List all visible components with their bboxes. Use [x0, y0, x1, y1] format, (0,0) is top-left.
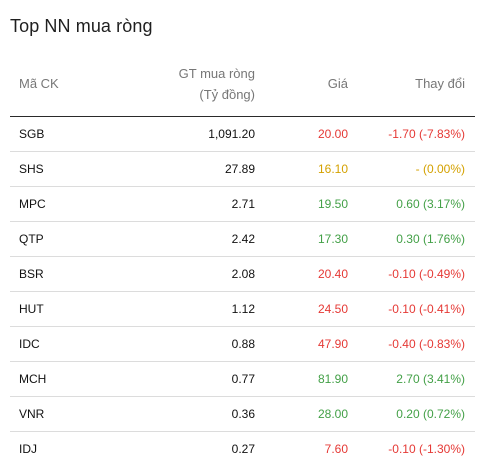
stock-code-cell[interactable]: BSR: [19, 267, 44, 281]
price-cell: 24.50: [317, 302, 348, 316]
change-cell: -1.70 (-7.83%): [388, 127, 465, 141]
price-cell: 47.90: [317, 337, 348, 351]
header-net-buy-value[interactable]: GT mua ròng (Tỷ đồng): [179, 63, 255, 105]
stock-code-cell[interactable]: QTP: [19, 232, 44, 246]
table-row[interactable]: IDC 0.88 47.90 -0.40 (-0.83%): [10, 327, 475, 362]
table-row[interactable]: HUT 1.12 24.50 -0.10 (-0.41%): [10, 292, 475, 327]
change-cell: -0.10 (-0.49%): [388, 267, 465, 281]
table-row[interactable]: IDJ 0.27 7.60 -0.10 (-1.30%): [10, 432, 475, 466]
table-row[interactable]: BSR 2.08 20.40 -0.10 (-0.49%): [10, 257, 475, 292]
table-row[interactable]: MPC 2.71 19.50 0.60 (3.17%): [10, 187, 475, 222]
table-body: SGB 1,091.20 20.00 -1.70 (-7.83%) SHS 27…: [10, 117, 475, 466]
price-cell: 17.30: [317, 232, 348, 246]
price-cell: 20.40: [317, 267, 348, 281]
change-cell: -0.40 (-0.83%): [388, 337, 465, 351]
price-cell: 7.60: [324, 442, 348, 456]
header-net-buy-value-line1: GT mua ròng: [178, 66, 255, 81]
net-buy-table: Mã CK GT mua ròng (Tỷ đồng) Giá Thay đổi…: [10, 57, 475, 466]
stock-code-cell[interactable]: SHS: [19, 162, 44, 176]
stock-code-cell[interactable]: SGB: [19, 127, 45, 141]
table-row[interactable]: SHS 27.89 16.10 - (0.00%): [10, 152, 475, 187]
price-cell: 81.90: [317, 372, 348, 386]
stock-code-cell[interactable]: MPC: [19, 197, 46, 211]
stock-code-cell[interactable]: HUT: [19, 302, 44, 316]
table-header: Mã CK GT mua ròng (Tỷ đồng) Giá Thay đổi: [10, 57, 475, 117]
stock-code-cell[interactable]: IDJ: [19, 442, 37, 456]
net-buy-value-cell: 2.42: [231, 232, 255, 246]
header-change[interactable]: Thay đổi: [415, 76, 465, 91]
table-row[interactable]: VNR 0.36 28.00 0.20 (0.72%): [10, 397, 475, 432]
change-cell: 0.60 (3.17%): [396, 197, 465, 211]
header-price[interactable]: Giá: [327, 76, 348, 91]
net-buy-value-cell: 27.89: [224, 162, 255, 176]
net-buy-value-cell: 0.88: [231, 337, 255, 351]
net-buy-value-cell: 0.27: [231, 442, 255, 456]
change-cell: 0.20 (0.72%): [396, 407, 465, 421]
change-cell: 2.70 (3.41%): [396, 372, 465, 386]
widget-title: Top NN mua ròng: [10, 16, 153, 36]
change-cell: -0.10 (-0.41%): [388, 302, 465, 316]
net-buy-value-cell: 1.12: [231, 302, 255, 316]
net-buy-value-cell: 2.08: [231, 267, 255, 281]
table-row[interactable]: QTP 2.42 17.30 0.30 (1.76%): [10, 222, 475, 257]
table-row[interactable]: MCH 0.77 81.90 2.70 (3.41%): [10, 362, 475, 397]
header-net-buy-value-line2: (Tỷ đồng): [199, 87, 255, 102]
price-cell: 16.10: [317, 162, 348, 176]
table-row[interactable]: SGB 1,091.20 20.00 -1.70 (-7.83%): [10, 117, 475, 152]
stock-code-cell[interactable]: MCH: [19, 372, 47, 386]
price-cell: 19.50: [317, 197, 348, 211]
stock-code-cell[interactable]: VNR: [19, 407, 45, 421]
stock-code-cell[interactable]: IDC: [19, 337, 40, 351]
change-cell: 0.30 (1.76%): [396, 232, 465, 246]
price-cell: 20.00: [317, 127, 348, 141]
price-cell: 28.00: [317, 407, 348, 421]
net-buy-value-cell: 0.36: [231, 407, 255, 421]
net-buy-value-cell: 2.71: [231, 197, 255, 211]
change-cell: -0.10 (-1.30%): [388, 442, 465, 456]
net-buy-value-cell: 1,091.20: [208, 127, 255, 141]
change-cell: - (0.00%): [415, 162, 465, 176]
net-buy-value-cell: 0.77: [231, 372, 255, 386]
header-stock-code[interactable]: Mã CK: [19, 76, 59, 91]
